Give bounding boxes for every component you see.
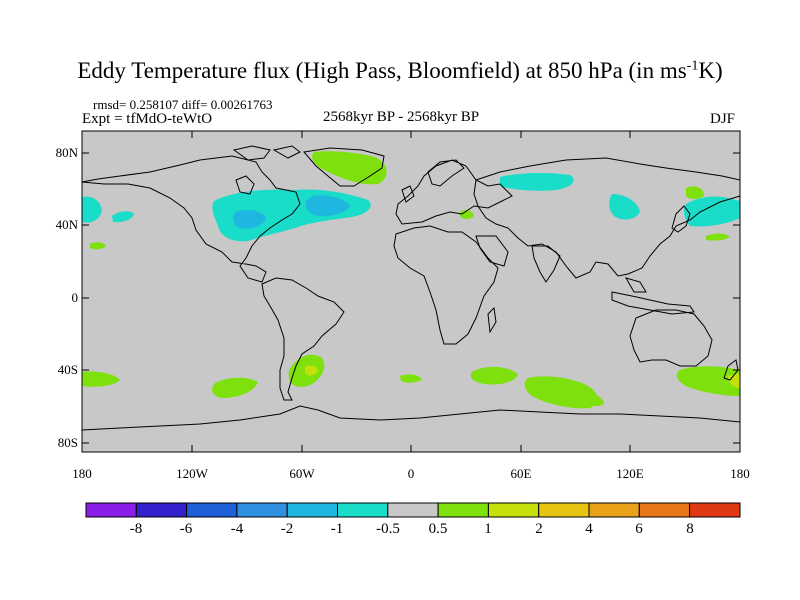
patch-west-pacific-green <box>706 233 730 241</box>
title-end: K) <box>698 58 723 83</box>
patch-pacific-green <box>90 242 106 250</box>
lat-ticks <box>82 152 740 444</box>
coast-scandinavia <box>427 159 465 187</box>
lat-label: 40S <box>57 362 78 377</box>
lon-ticks <box>191 131 631 452</box>
patch-south-indian-mid <box>524 376 598 409</box>
coast-australia <box>629 309 713 367</box>
coast-india <box>531 245 561 283</box>
title-superscript: -1 <box>686 58 699 74</box>
colorbar-label: -6 <box>179 521 193 537</box>
experiment-label: Expt = tfMdO-teWtO <box>82 111 213 127</box>
patch-south-indian-west <box>470 366 518 385</box>
patch-north-atlantic-core <box>305 195 350 217</box>
colorbar-box <box>135 502 188 518</box>
colorbar <box>85 502 741 518</box>
coast-indonesia <box>611 277 695 315</box>
patch-tasman <box>676 366 740 396</box>
colorbar-box <box>638 502 691 518</box>
colorbar-box <box>487 502 540 518</box>
season-label: DJF <box>710 111 736 127</box>
colorbar-label: -0.5 <box>376 521 400 537</box>
lon-label: 60E <box>510 466 532 481</box>
coast-japan <box>671 205 691 233</box>
lat-label: 0 <box>71 290 79 305</box>
coast-arabia <box>475 235 509 267</box>
coast-hudson-bay <box>235 175 255 195</box>
colorbar-box <box>538 502 590 518</box>
coast-greenland <box>303 147 385 187</box>
patch-greenland <box>312 151 387 185</box>
patch-south-indian-east <box>584 392 604 407</box>
patch-south-atlantic <box>400 374 422 383</box>
colorbar-box <box>286 502 339 518</box>
lat-label: 40N <box>55 217 78 232</box>
patch-pacific-small <box>112 211 134 223</box>
lat-label: 80S <box>57 435 78 450</box>
coast-asia <box>473 157 741 279</box>
colorbar-box <box>85 502 137 518</box>
coast-north-america <box>81 155 301 283</box>
coastlines <box>81 145 741 431</box>
patch-black-sea <box>460 209 474 219</box>
period-label: 2568kyr BP - 2568kyr BP <box>323 109 480 125</box>
colorbar-label: 0.5 <box>428 521 448 537</box>
colorbar-label: 1 <box>484 521 492 537</box>
map-ocean-background <box>82 131 740 452</box>
lon-label: 180 <box>72 466 92 481</box>
patch-south-pacific-west <box>82 371 120 387</box>
patch-patagonia-core <box>305 365 318 376</box>
patch-west-atlantic-core <box>232 210 266 229</box>
colorbar-box <box>387 502 439 518</box>
coast-arctic-islands <box>232 145 301 161</box>
patch-kamchatka <box>686 186 704 199</box>
coast-new-zealand <box>723 359 739 381</box>
colorbar-label: -2 <box>280 521 294 537</box>
coast-antarctica <box>81 405 741 431</box>
colorbar-label: 6 <box>635 521 643 537</box>
title-main: Eddy Temperature flux (High Pass, Bloomf… <box>77 58 687 83</box>
colorbar-label: -8 <box>129 521 143 537</box>
coast-africa <box>393 225 499 345</box>
colorbar-label: -4 <box>230 521 244 537</box>
map-title: Eddy Temperature flux (High Pass, Bloomf… <box>0 58 800 84</box>
lon-label: 120W <box>176 466 208 481</box>
colorbar-box <box>588 502 640 518</box>
stats-line: rmsd= 0.258107 diff= 0.00261763 <box>93 97 273 112</box>
coast-europe <box>395 159 513 225</box>
colorbar-box <box>236 502 288 518</box>
lon-label: 180 <box>730 466 750 481</box>
anomaly-patches <box>82 151 740 409</box>
colorbar-box <box>186 502 238 518</box>
patch-north-pacific-east <box>82 196 102 223</box>
colorbar-label: -1 <box>330 521 344 537</box>
colorbar-label: 2 <box>535 521 543 537</box>
patch-northwest-pacific <box>683 196 740 227</box>
patch-south-pacific-mid <box>212 377 258 398</box>
lat-label: 80N <box>55 145 78 160</box>
colorbar-box <box>337 502 389 518</box>
lon-label: 120E <box>616 466 644 481</box>
coast-madagascar <box>487 306 497 334</box>
coast-british-isles <box>401 185 415 203</box>
colorbar-label: 8 <box>686 521 694 537</box>
coast-south-america <box>261 277 345 401</box>
patch-tasman-core <box>728 374 740 388</box>
colorbar-label: 4 <box>585 521 593 537</box>
patch-barents <box>500 172 574 191</box>
colorbar-box <box>689 502 741 518</box>
patch-siberia <box>609 194 640 220</box>
lon-label: 60W <box>289 466 315 481</box>
lon-label: 0 <box>407 466 415 481</box>
colorbar-box <box>437 502 489 518</box>
